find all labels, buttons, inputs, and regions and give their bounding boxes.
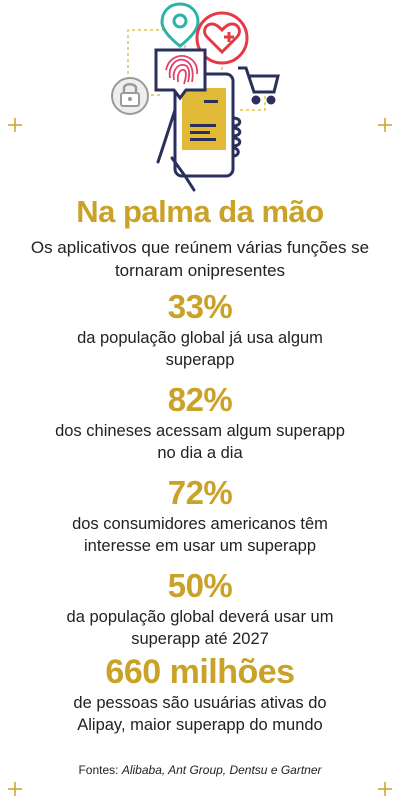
stat-description: dos chineses acessam algum superapp no d…: [55, 422, 345, 462]
plus-decoration-icon: [8, 782, 22, 796]
stat-value: 72%: [167, 474, 233, 511]
plus-decoration-icon: [378, 782, 392, 796]
stat-description: dos consumidores americanos têm interess…: [72, 515, 328, 555]
page-title: Na palma da mão: [76, 194, 324, 229]
stat-item: 660 milhões de pessoas são usuárias ativ…: [0, 652, 400, 736]
stat-description: de pessoas são usuárias ativas do Alipay…: [73, 694, 327, 734]
superapp-illustration: [111, 2, 280, 192]
stat-item: 72% dos consumidores americanos têm inte…: [0, 473, 400, 557]
heart-plus-icon: [195, 11, 249, 65]
shopping-cart-icon: [238, 66, 280, 105]
stat-value: 660 milhões: [105, 653, 295, 691]
plus-decoration-icon: [8, 118, 22, 132]
location-pin-icon: [160, 2, 200, 48]
fingerprint-icon: [154, 48, 207, 101]
sources-label: Fontes:: [78, 763, 119, 777]
stat-item: 82% dos chineses acessam algum superapp …: [0, 380, 400, 464]
plus-decoration-icon: [378, 118, 392, 132]
sources-names: Alibaba, Ant Group, Dentsu e Gartner: [121, 763, 322, 777]
page-subtitle: Os aplicativos que reúnem várias funções…: [30, 238, 370, 280]
padlock-icon: [111, 77, 149, 115]
stat-item: 50% da população global deverá usar um s…: [0, 566, 400, 650]
hand-icon: [156, 108, 242, 192]
stat-value: 33%: [167, 288, 233, 325]
sources-credit: Fontes: Alibaba, Ant Group, Dentsu e Gar…: [0, 763, 400, 777]
stat-value: 82%: [167, 381, 233, 418]
stat-description: da população global já usa algum superap…: [77, 329, 323, 369]
stat-description: da população global deverá usar um super…: [66, 608, 334, 648]
stat-item: 33% da população global já usa algum sup…: [0, 287, 400, 371]
stat-value: 50%: [167, 567, 233, 604]
